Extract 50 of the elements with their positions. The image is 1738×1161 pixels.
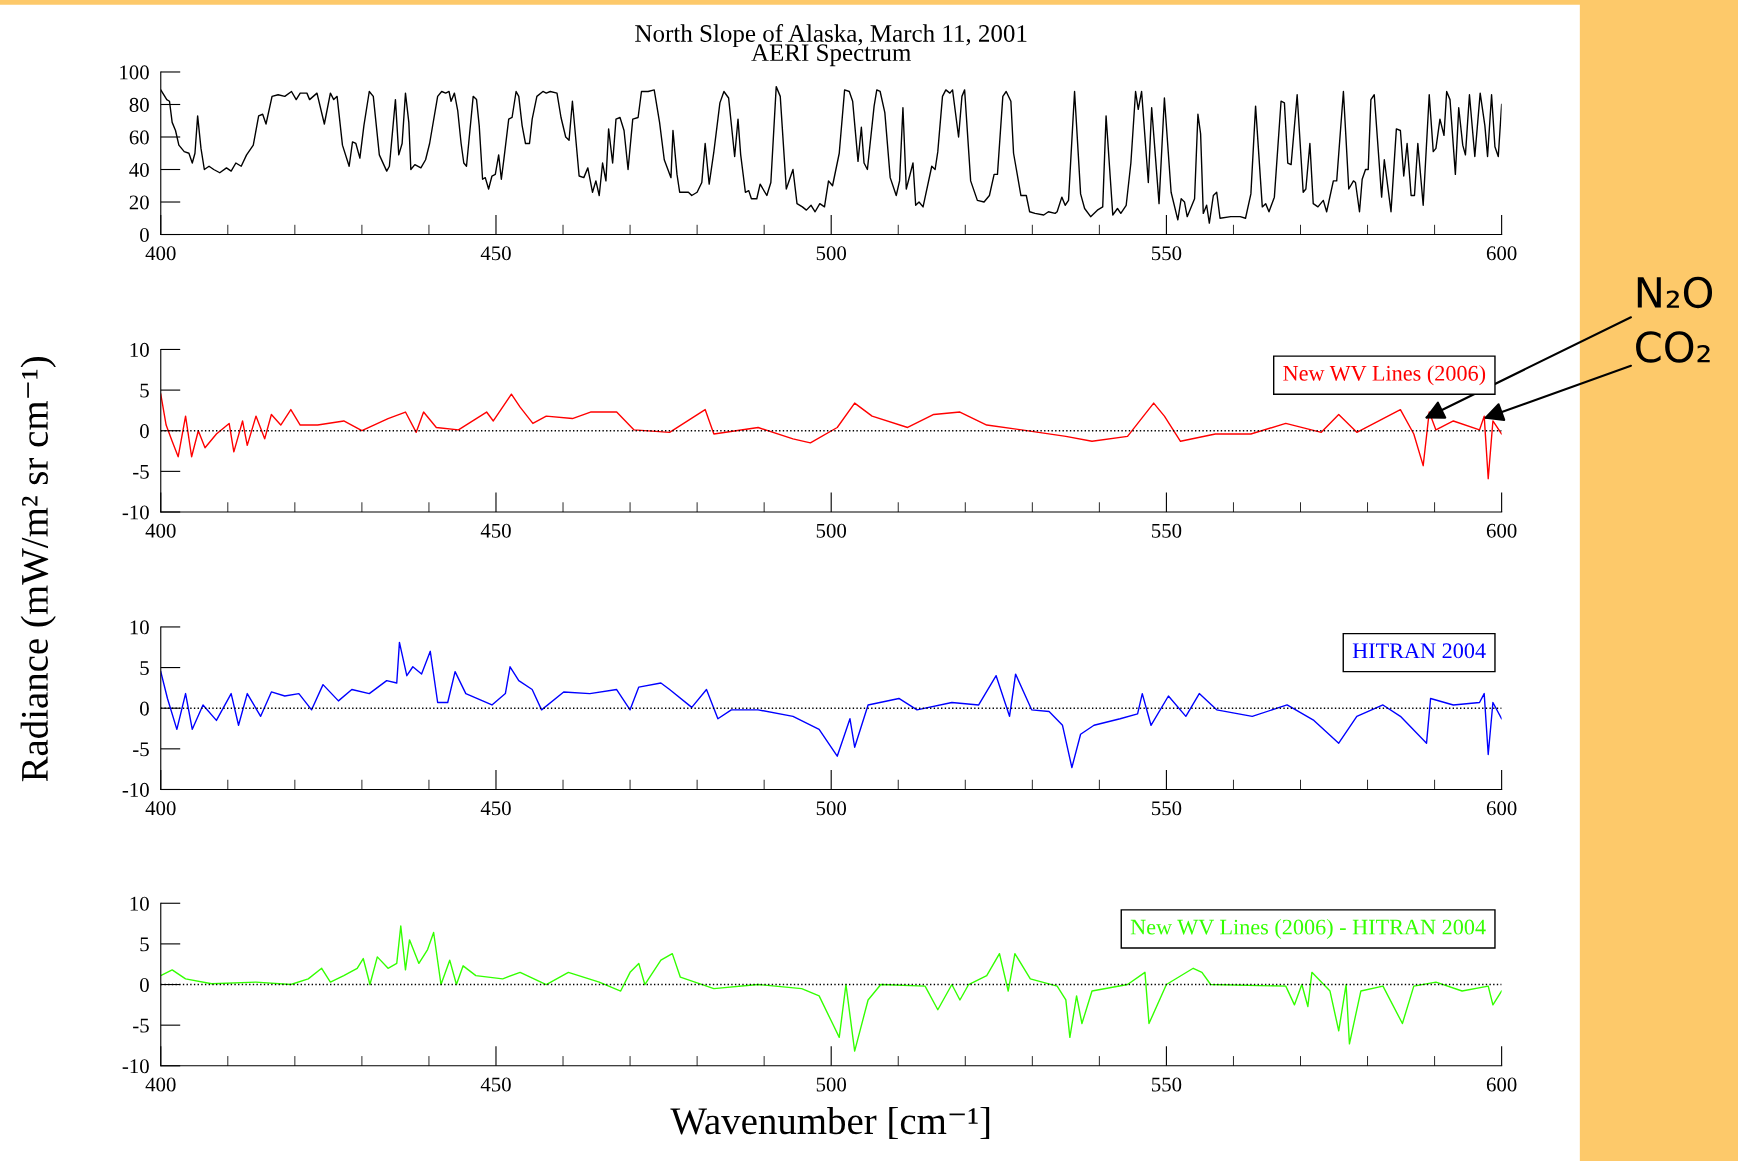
x-tick-label: 400 <box>145 1077 176 1092</box>
chart-title: North Slope of Alaska, March 11, 2001 AERI Spectrum <box>635 24 1027 67</box>
y-tick-label: 0 <box>140 424 149 439</box>
x-tick-label: 500 <box>816 246 847 261</box>
y-tick-label: 100 <box>120 65 149 80</box>
x-tick-label: 550 <box>1152 801 1182 816</box>
x-tick-label: 500 <box>816 1077 847 1092</box>
x-tick-label: 600 <box>1486 1077 1517 1092</box>
x-tick-label: 400 <box>145 246 176 261</box>
y-tick-label: 5 <box>140 937 149 952</box>
series-label: New WV Lines (2006) <box>1283 365 1486 386</box>
y-tick-label: -10 <box>122 782 149 797</box>
y-tick-label: 0 <box>140 227 149 242</box>
annotation: N₂O <box>1637 276 1713 309</box>
x-tick-label: 600 <box>1486 246 1517 261</box>
y-tick-label: 0 <box>140 701 149 716</box>
y-tick-label: -5 <box>133 464 149 479</box>
x-tick-label: 500 <box>816 523 847 538</box>
y-tick-label: 20 <box>129 195 149 210</box>
x-tick-label: 400 <box>145 523 176 538</box>
y-tick-label: -5 <box>133 742 149 757</box>
series-label: New WV Lines (2006) - HITRAN 2004 <box>1130 918 1486 940</box>
x-tick-label: 550 <box>1152 246 1182 261</box>
x-tick-label: 400 <box>145 801 176 816</box>
y-tick-label: 10 <box>130 896 149 911</box>
y-tick-label: 60 <box>129 130 149 145</box>
annotation: CO₂ <box>1636 331 1710 363</box>
x-tick-label: 450 <box>480 1077 511 1092</box>
x-tick-label: 450 <box>480 801 511 816</box>
x-tick-label: 600 <box>1486 523 1517 538</box>
y-axis-title: Radiance (mW/m² sr cm⁻¹) <box>20 357 56 782</box>
x-tick-label: 450 <box>480 246 511 261</box>
x-axis-title: Wavenumber [cm⁻¹] <box>670 1106 990 1140</box>
line-series <box>160 641 1502 769</box>
y-tick-label: 5 <box>140 383 149 398</box>
x-tick-label: 600 <box>1486 801 1517 816</box>
y-tick-label: 10 <box>130 342 149 357</box>
series-label: HITRAN 2004 <box>1352 643 1486 659</box>
y-tick-label: 80 <box>129 97 149 112</box>
x-tick-label: 500 <box>816 801 847 816</box>
x-tick-label: 450 <box>480 523 511 538</box>
y-tick-label: -10 <box>122 505 149 520</box>
y-tick-label: 10 <box>130 620 149 635</box>
y-tick-label: 40 <box>129 162 149 177</box>
y-tick-label: -10 <box>122 1059 149 1074</box>
y-tick-label: -5 <box>133 1018 149 1033</box>
x-tick-label: 550 <box>1152 1077 1182 1092</box>
y-tick-label: 0 <box>140 977 149 992</box>
x-tick-label: 550 <box>1152 523 1182 538</box>
y-tick-label: 5 <box>140 661 149 676</box>
